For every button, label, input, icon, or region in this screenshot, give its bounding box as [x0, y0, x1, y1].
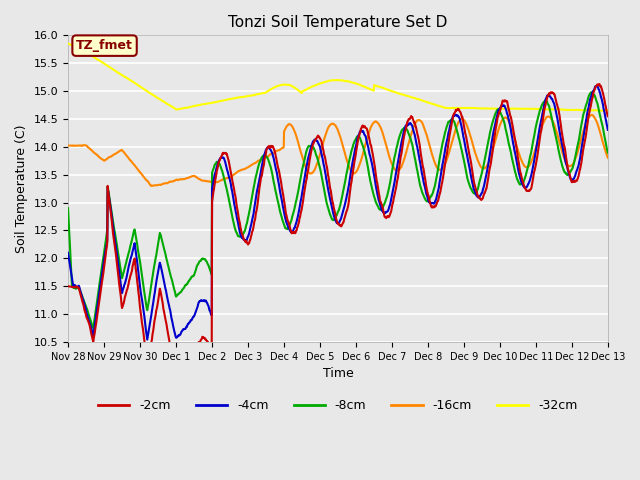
Legend: -2cm, -4cm, -8cm, -16cm, -32cm: -2cm, -4cm, -8cm, -16cm, -32cm — [93, 394, 583, 417]
Text: TZ_fmet: TZ_fmet — [76, 39, 133, 52]
Y-axis label: Soil Temperature (C): Soil Temperature (C) — [15, 124, 28, 253]
X-axis label: Time: Time — [323, 367, 353, 380]
Title: Tonzi Soil Temperature Set D: Tonzi Soil Temperature Set D — [228, 15, 447, 30]
